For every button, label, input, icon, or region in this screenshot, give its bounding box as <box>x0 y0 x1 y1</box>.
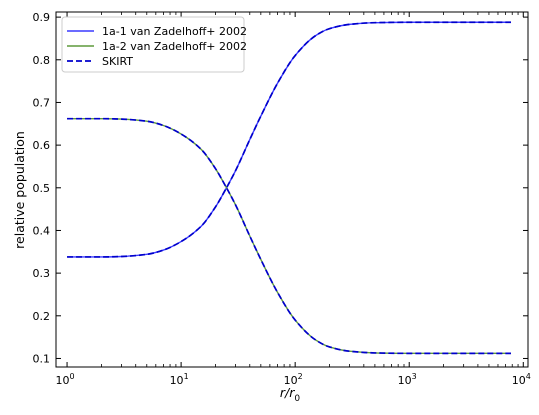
x-tick-label-base: 10 <box>170 374 184 387</box>
legend-label: 1a-2 van Zadelhoff+ 2002 <box>102 40 247 53</box>
x-tick-label: 103 <box>398 372 417 387</box>
x-tick-label-exponent: 2 <box>298 372 303 381</box>
y-tick-label: 0.8 <box>33 54 51 67</box>
y-tick-label: 0.9 <box>33 11 51 24</box>
y-tick-label: 0.5 <box>33 182 51 195</box>
legend: 1a-1 van Zadelhoff+ 2002 1a-2 van Zadelho… <box>61 16 247 73</box>
x-tick-label-base: 10 <box>398 374 412 387</box>
y-tick-label: 0.2 <box>33 310 51 323</box>
x-axis-label: r/r0 <box>280 385 301 404</box>
x-tick-label-base: 10 <box>284 374 298 387</box>
y-tick-label: 0.7 <box>33 96 51 109</box>
axis-ticks: 100 101 102 103 1040.10.20.30.40.50.60.70.80… <box>33 11 531 387</box>
y-tick-label: 0.3 <box>33 267 51 280</box>
series-line-3 <box>67 21 511 258</box>
legend-label: 1a-1 van Zadelhoff+ 2002 <box>102 25 247 38</box>
y-axis-label: relative population <box>12 131 27 249</box>
x-tick-label: 102 <box>284 372 303 387</box>
x-tick-label-exponent: 0 <box>70 372 75 381</box>
x-tick-label: 100 <box>56 372 75 387</box>
x-axis-label-subscript: 0 <box>294 394 300 404</box>
x-tick-label-exponent: 1 <box>184 372 189 381</box>
y-tick-label: 0.6 <box>33 139 51 152</box>
x-tick-label-exponent: 3 <box>412 372 417 381</box>
series-layer <box>67 21 511 355</box>
x-tick-label-base: 10 <box>512 374 526 387</box>
x-tick-label: 101 <box>170 372 189 387</box>
x-axis-label-main: r/r <box>280 385 295 400</box>
x-tick-label: 104 <box>512 372 531 387</box>
legend-label: SKIRT <box>102 55 133 68</box>
x-tick-label-base: 10 <box>56 374 70 387</box>
series-line-4 <box>67 117 511 355</box>
y-tick-label: 0.4 <box>33 224 51 237</box>
legend-box <box>61 16 245 73</box>
x-tick-label-exponent: 4 <box>526 372 531 381</box>
y-tick-label: 0.1 <box>33 352 51 365</box>
